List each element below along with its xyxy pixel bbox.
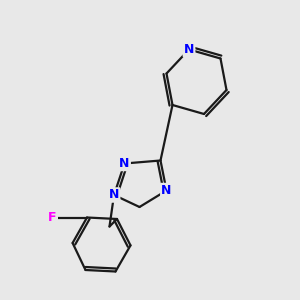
Text: N: N — [161, 184, 172, 197]
Text: F: F — [48, 211, 57, 224]
Text: N: N — [109, 188, 119, 202]
Text: N: N — [184, 43, 194, 56]
Text: N: N — [119, 157, 130, 170]
